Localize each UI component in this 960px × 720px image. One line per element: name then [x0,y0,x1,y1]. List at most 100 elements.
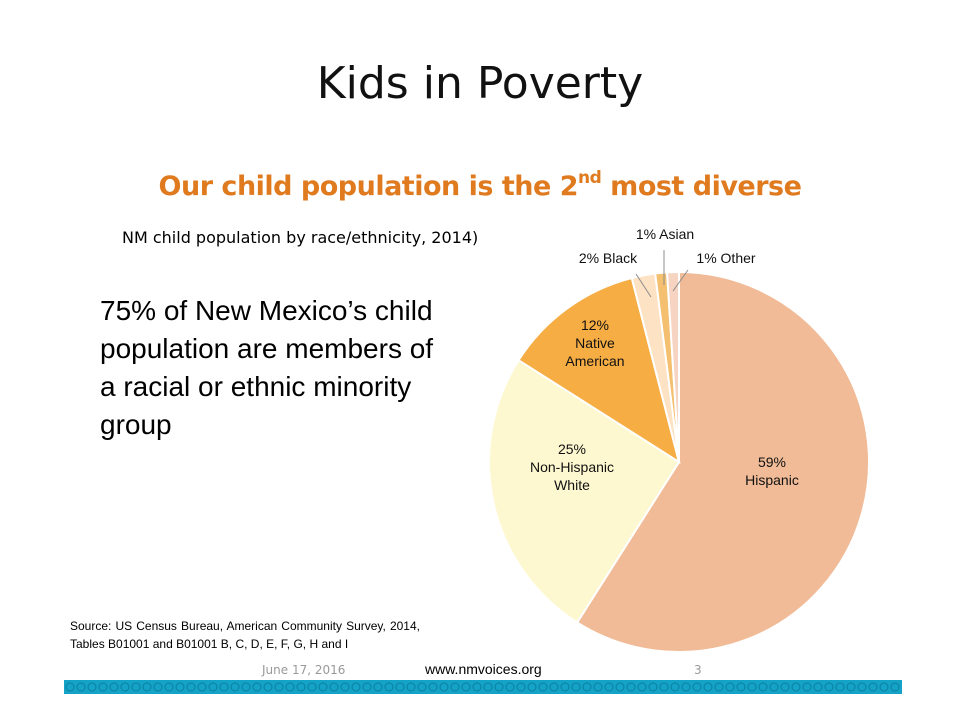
subtitle-superscript: nd [578,168,602,188]
band-pattern-circle [197,682,207,692]
band-pattern-circle [329,682,339,692]
band-pattern-circle [560,682,570,692]
band-pattern-circle [549,682,559,692]
band-pattern-circle [824,682,834,692]
pie-slice-native-american [517,276,681,465]
leader-line-other [672,269,689,292]
chart-caption: NM child population by race/ethnicity, 2… [122,228,479,247]
data-label-non-hispanic-white-name: Non-Hispanic [530,459,614,475]
band-pattern-circle [780,682,790,692]
band-pattern-circle [791,682,801,692]
band-pattern-circle [76,682,86,692]
band-pattern-circle [318,682,328,692]
footer-url[interactable]: www.nmvoices.org [425,661,542,677]
band-pattern-circle [494,682,504,692]
band-pattern-circle [340,682,350,692]
band-pattern-circle [681,682,691,692]
band-pattern-circle [582,682,592,692]
band-pattern-circle [395,682,405,692]
band-pattern-circle [725,682,735,692]
band-pattern-circle [868,682,878,692]
band-pattern-circle [714,682,724,692]
band-pattern-circle [692,682,702,692]
data-label-non-hispanic-white-name: White [554,477,590,493]
data-label-native-american-name: American [565,353,624,369]
data-label-native-american-value: 12% [581,317,609,333]
band-pattern-circle [164,682,174,692]
data-label-other: 1% Other [696,250,755,266]
band-pattern-circle [571,682,581,692]
band-pattern-circle [142,682,152,692]
band-pattern-circle [670,682,680,692]
band-pattern-circle [406,682,416,692]
band-pattern-circle [208,682,218,692]
subtitle-end: most diverse [601,171,802,202]
band-pattern-circle [263,682,273,692]
band-pattern-circle [857,682,867,692]
minority-stat-text: 75% of New Mexico’s child population are… [100,295,434,440]
band-pattern-circle [362,682,372,692]
band-pattern-circle [637,682,647,692]
band-pattern-circle [428,682,438,692]
band-pattern-circle [417,682,427,692]
band-pattern-circle [538,682,548,692]
band-pattern-circle [241,682,251,692]
slide-title: Kids in Poverty [316,58,644,109]
band-pattern-circle [802,682,812,692]
band-pattern-circle [120,682,130,692]
pie-slice-hispanic [575,270,870,653]
subtitle-main: Our child population is the 2 [158,171,579,202]
pie-slice-other [666,270,680,463]
source-note: Source: US Census Bureau, American Commu… [70,619,420,651]
band-pattern-circle [659,682,669,692]
band-pattern-circle [175,682,185,692]
slide-subtitle: Our child population is the 2nd most div… [0,168,960,202]
band-pattern-circle [758,682,768,692]
data-label-asian: 1% Asian [636,226,694,242]
band-pattern-circle [296,682,306,692]
band-pattern-circle [439,682,449,692]
band-pattern-circle [153,682,163,692]
band-pattern-circle [648,682,658,692]
band-pattern-circle [890,682,900,692]
band-pattern-circle [846,682,856,692]
band-pattern-circle [879,682,889,692]
band-pattern-circle [285,682,295,692]
band-pattern-circle [736,682,746,692]
band-pattern-circle [483,682,493,692]
page-number: 3 [694,663,702,677]
band-pattern-circle [131,682,141,692]
pie-slice-non-hispanic-white [488,358,681,624]
band-pattern-circle [747,682,757,692]
data-label-black: 2% Black [579,250,638,266]
band-pattern-circle [769,682,779,692]
band-pattern-circle [604,682,614,692]
band-pattern-circle [461,682,471,692]
band-pattern-circle [472,682,482,692]
band-pattern-circle [252,682,262,692]
data-label-hispanic-name: Hispanic [745,472,799,488]
band-pattern-circle [373,682,383,692]
band-pattern-circle [450,682,460,692]
data-label-native-american-name: Native [575,335,615,351]
band-pattern-circle [98,682,108,692]
band-pattern-circle [527,682,537,692]
footer-date: June 17, 2016 [262,663,346,677]
band-pattern-circle [87,682,97,692]
band-pattern-circle [384,682,394,692]
band-pattern-circle [615,682,625,692]
data-label-hispanic-value: 59% [758,454,786,470]
band-pattern-circle [351,682,361,692]
band-pattern-circle [219,682,229,692]
band-pattern-circle [626,682,636,692]
data-label-non-hispanic-white-value: 25% [558,441,586,457]
band-pattern-circle [307,682,317,692]
band-pattern-circle [703,682,713,692]
footer-decorative-band [64,680,902,694]
band-pattern-circle [186,682,196,692]
band-pattern-circle [65,682,75,692]
band-pattern-circle [505,682,515,692]
leader-line-black [635,273,652,298]
band-pattern-circle [593,682,603,692]
